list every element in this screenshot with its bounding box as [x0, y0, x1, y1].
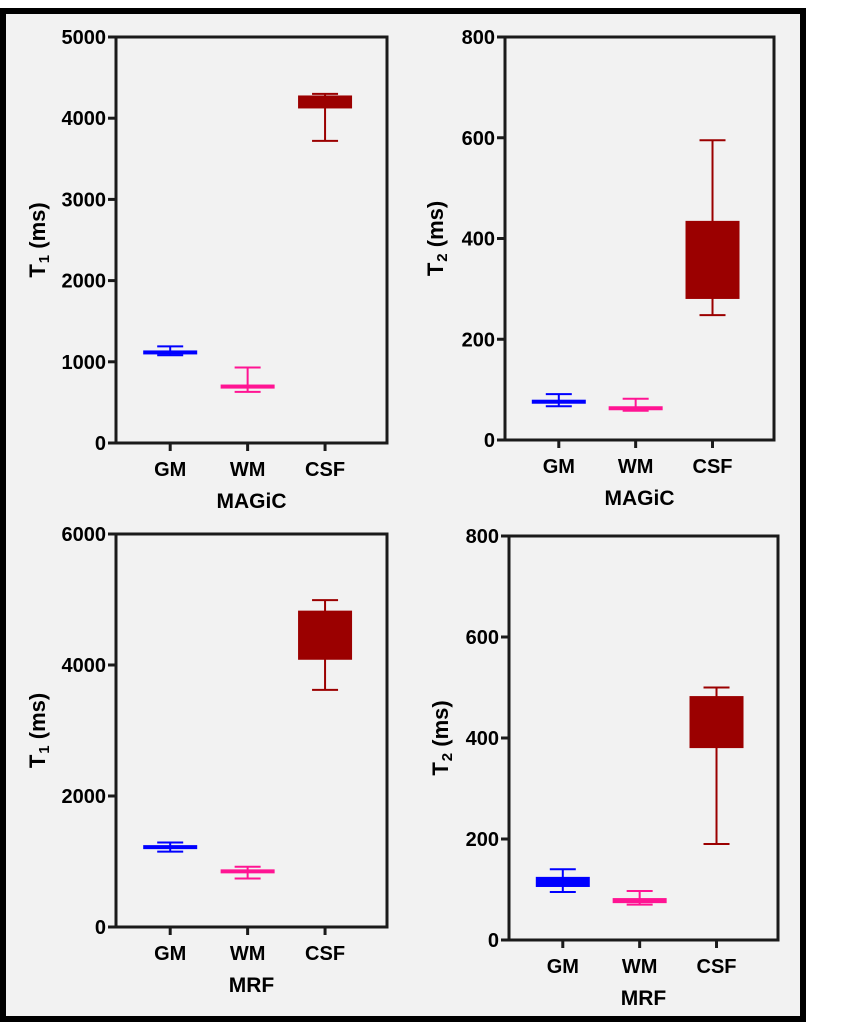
plot-area: [114, 35, 389, 445]
x-tick-label: WM: [622, 956, 658, 978]
figure-frame: [0, 8, 806, 1022]
box-iqr: [531, 399, 586, 404]
box-wm: [220, 366, 275, 393]
box-wm: [612, 890, 667, 906]
y-axis-title-main: T: [428, 762, 453, 776]
box-iqr: [612, 898, 667, 904]
box-gm: [143, 841, 198, 853]
box-iqr: [535, 876, 590, 887]
x-axis-title: MAGiC: [217, 490, 287, 513]
y-axis-title-sub: 1: [36, 745, 53, 753]
y-axis-title-main: T: [25, 754, 50, 768]
x-axis-title: MRF: [229, 974, 275, 997]
x-tick-label: CSF: [693, 456, 733, 478]
y-tick-label: 0: [488, 930, 499, 952]
y-tick-label: 0: [95, 433, 106, 455]
x-tick-label: GM: [547, 956, 579, 978]
box-wm: [608, 397, 663, 412]
y-tick-label: 400: [462, 229, 495, 251]
box-wm: [220, 865, 275, 880]
box-gm: [535, 868, 590, 894]
x-tick-label: WM: [230, 943, 266, 965]
box-iqr: [220, 869, 275, 874]
x-tick-label: CSF: [305, 943, 345, 965]
x-tick-label: GM: [154, 943, 186, 965]
y-axis-title: T2 (ms): [428, 700, 456, 775]
y-tick-label: 600: [462, 128, 495, 150]
chart-panel-3: 0 2000 4000 6000 GM WM CSF MRF T1 (ms): [25, 524, 389, 997]
y-tick-label: 4000: [62, 108, 107, 130]
y-tick-label: 4000: [62, 655, 107, 677]
box-iqr: [685, 220, 740, 299]
y-tick-label: 6000: [62, 524, 107, 546]
y-axis-title-sub: 2: [434, 253, 451, 261]
box-csf: [689, 686, 744, 846]
x-tick-label: WM: [618, 456, 654, 478]
y-tick-label: 800: [466, 526, 499, 548]
y-axis-title: T2 (ms): [423, 201, 451, 276]
y-tick-label: 200: [462, 329, 495, 351]
y-axis-title: T1 (ms): [25, 693, 53, 768]
y-axis-title-sub: 2: [439, 753, 456, 761]
x-tick-label: GM: [154, 459, 186, 481]
x-axis-title: MAGiC: [605, 487, 675, 510]
y-tick-label: 0: [484, 430, 495, 452]
box-csf: [298, 92, 353, 142]
y-axis-title-unit: (ms): [25, 202, 50, 255]
box-iqr: [689, 696, 744, 749]
x-tick-label: CSF: [697, 956, 737, 978]
y-tick-label: 0: [95, 917, 106, 939]
y-axis-title-main: T: [423, 262, 448, 276]
box-iqr: [608, 406, 663, 411]
y-axis-title-unit: (ms): [423, 201, 448, 254]
y-axis-title-unit: (ms): [428, 700, 453, 753]
y-axis-title-main: T: [25, 264, 50, 278]
y-tick-label: 3000: [62, 189, 107, 211]
box-iqr: [298, 95, 353, 109]
x-tick-label: CSF: [305, 459, 345, 481]
box-iqr: [298, 610, 353, 660]
chart-panel-2: 0 200 400 600 800 GM WM CSF MAGiC T2 (ms): [423, 27, 776, 510]
y-tick-label: 1000: [62, 352, 107, 374]
x-axis-title: MRF: [621, 987, 667, 1010]
y-tick-label: 600: [466, 627, 499, 649]
box-csf: [685, 139, 740, 317]
box-gm: [143, 345, 198, 357]
box-iqr: [220, 384, 275, 389]
y-tick-label: 200: [466, 829, 499, 851]
y-axis-title-unit: (ms): [25, 693, 50, 746]
x-tick-label: GM: [543, 456, 575, 478]
y-tick-label: 5000: [62, 27, 107, 49]
chart-panel-4: 0 200 400 600 800 GM WM CSF MRF T2 (ms): [428, 526, 780, 1010]
y-tick-label: 800: [462, 27, 495, 49]
y-axis-title: T1 (ms): [25, 202, 53, 277]
box-iqr: [143, 350, 198, 355]
y-tick-label: 2000: [62, 786, 107, 808]
box-csf: [298, 599, 353, 691]
y-tick-label: 400: [466, 728, 499, 750]
y-tick-label: 2000: [62, 271, 107, 293]
x-tick-label: WM: [230, 459, 266, 481]
chart-panel-1: 0 1000 2000 3000 4000 5000 GM WM CSF MAGiC T1 (ms): [25, 27, 389, 513]
plot-area: [114, 532, 389, 929]
box-gm: [531, 393, 586, 408]
y-axis-title-sub: 1: [36, 255, 53, 263]
box-iqr: [143, 845, 198, 850]
